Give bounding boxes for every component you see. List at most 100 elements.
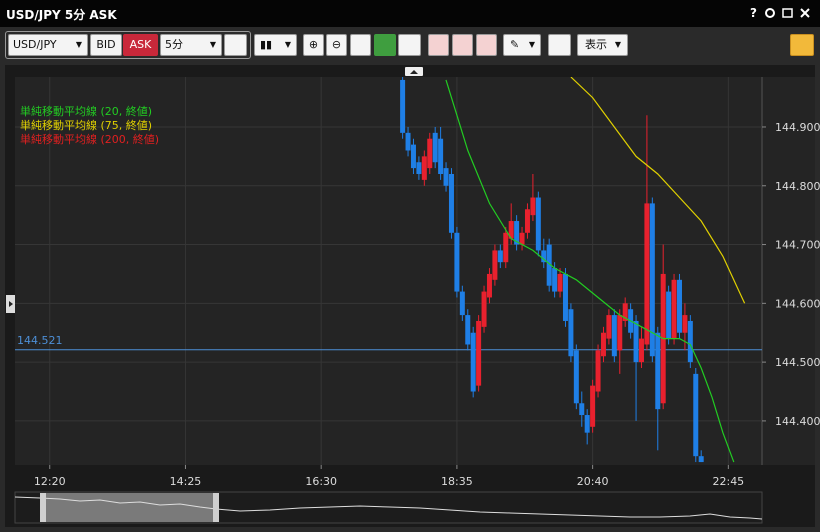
candle-body (432, 132, 438, 163)
moving-average-line (570, 77, 746, 304)
candle-body (606, 315, 612, 339)
draw-button[interactable] (428, 34, 449, 56)
window-title: USD/JPY 5分 ASK (6, 8, 117, 22)
zoom-out-button[interactable]: ⊖ (326, 34, 347, 56)
candle-body (454, 232, 460, 292)
symbol: USD/JPY (13, 38, 57, 51)
candle-body (644, 203, 650, 345)
candle-body (590, 385, 596, 427)
restore-icon[interactable] (782, 8, 793, 18)
candle-body (666, 291, 672, 339)
candle-body (514, 221, 520, 245)
display-select[interactable]: 表示 ▼ (577, 34, 628, 56)
ask-label: ASK (129, 38, 152, 51)
candle-body (497, 250, 503, 263)
display: 表示 (585, 38, 607, 51)
pen-select[interactable]: ✎ ▼ (503, 34, 541, 56)
help-button[interactable]: ? (750, 6, 757, 20)
candle-body (682, 315, 688, 333)
candle-body (671, 279, 677, 339)
candle-body (541, 250, 547, 263)
y-tick-label: 144.900 (775, 121, 820, 134)
candle-body (617, 315, 623, 351)
y-axis-panel (762, 77, 815, 465)
interval-select[interactable]: 5分 ▼ (160, 34, 222, 56)
side-toggle-icon (9, 301, 13, 307)
candle-body (622, 303, 628, 321)
current-price-label: 144.521 (17, 334, 63, 347)
capture-button[interactable] (548, 34, 571, 56)
ask-button[interactable]: ASK (123, 34, 158, 56)
candle-body (687, 320, 693, 363)
candle-body (492, 250, 498, 280)
fit-button[interactable] (374, 34, 396, 56)
x-tick-label: 20:40 (577, 475, 609, 488)
target-button[interactable] (790, 34, 814, 56)
candle-body (557, 273, 563, 292)
candle-body (552, 268, 558, 292)
legend-entry: 単純移動平均線 (20, 終値) (20, 104, 152, 118)
symbol-group (5, 31, 251, 59)
candle-body (410, 144, 416, 169)
candle-body (470, 332, 476, 392)
candle-body (698, 456, 704, 463)
navigator-handle-left[interactable] (40, 493, 46, 522)
grid (15, 77, 766, 469)
bid-button[interactable]: BID (90, 34, 122, 56)
candle-body (503, 232, 509, 263)
y-tick-label: 144.400 (775, 415, 820, 428)
candle-body (611, 315, 617, 357)
x-tick-label: 22:45 (712, 475, 744, 488)
candle-body (438, 138, 444, 174)
navigator-line (14, 496, 763, 520)
candle-body (573, 350, 579, 404)
bid-label: BID (96, 38, 116, 51)
draw-edit-button[interactable] (452, 34, 473, 56)
crosshair-button[interactable] (350, 34, 371, 56)
x-tick-label: 14:25 (170, 475, 202, 488)
scroll-button[interactable] (398, 34, 421, 56)
legend-entry: 単純移動平均線 (200, 終値) (20, 132, 159, 146)
candle-body (476, 320, 482, 386)
candle-body (524, 209, 530, 233)
candle-body (546, 244, 552, 286)
candle-body (519, 232, 525, 245)
candle-body (638, 338, 644, 363)
candle-body (448, 174, 454, 233)
candle-body (530, 197, 536, 216)
interval: 5分 (165, 38, 183, 51)
settings-icon[interactable] (765, 8, 775, 18)
candle-body (486, 273, 492, 298)
candle-body (416, 162, 422, 174)
x-tick-label: 12:20 (34, 475, 66, 488)
candle-body (421, 156, 427, 180)
plot-layer (15, 77, 762, 463)
candle-body (400, 79, 406, 133)
y-tick-label: 144.500 (775, 356, 820, 369)
navigator-handle-right[interactable] (213, 493, 219, 522)
candle-body (633, 320, 639, 363)
y-tick-label: 144.700 (775, 239, 820, 252)
moving-average-line (445, 79, 735, 463)
legend-entry: 単純移動平均線 (75, 終値) (20, 118, 152, 132)
symbol-select[interactable]: USD/JPY ▼ (8, 34, 88, 56)
collapse-icon (410, 70, 418, 74)
candle-body (405, 132, 411, 151)
candle-body (579, 403, 585, 416)
title-bar: USD/JPY 5分 ASK ? (0, 0, 820, 27)
navigator-selection[interactable] (43, 493, 216, 522)
candle-body (562, 273, 568, 321)
chart-type-select[interactable]: ▮▮ ▼ (254, 34, 297, 56)
close-icon[interactable] (800, 8, 810, 18)
candle-body (508, 221, 514, 239)
candle-body (655, 332, 661, 410)
y-tick-label: 144.800 (775, 180, 820, 193)
zoom-in-button[interactable]: ⊕ (303, 34, 324, 56)
y-tick-label: 144.600 (775, 297, 820, 310)
candle-body (600, 332, 606, 357)
draw-delete-button[interactable] (476, 34, 497, 56)
link-button[interactable] (224, 34, 247, 56)
candle-body (584, 415, 590, 433)
x-tick-label: 16:30 (305, 475, 337, 488)
